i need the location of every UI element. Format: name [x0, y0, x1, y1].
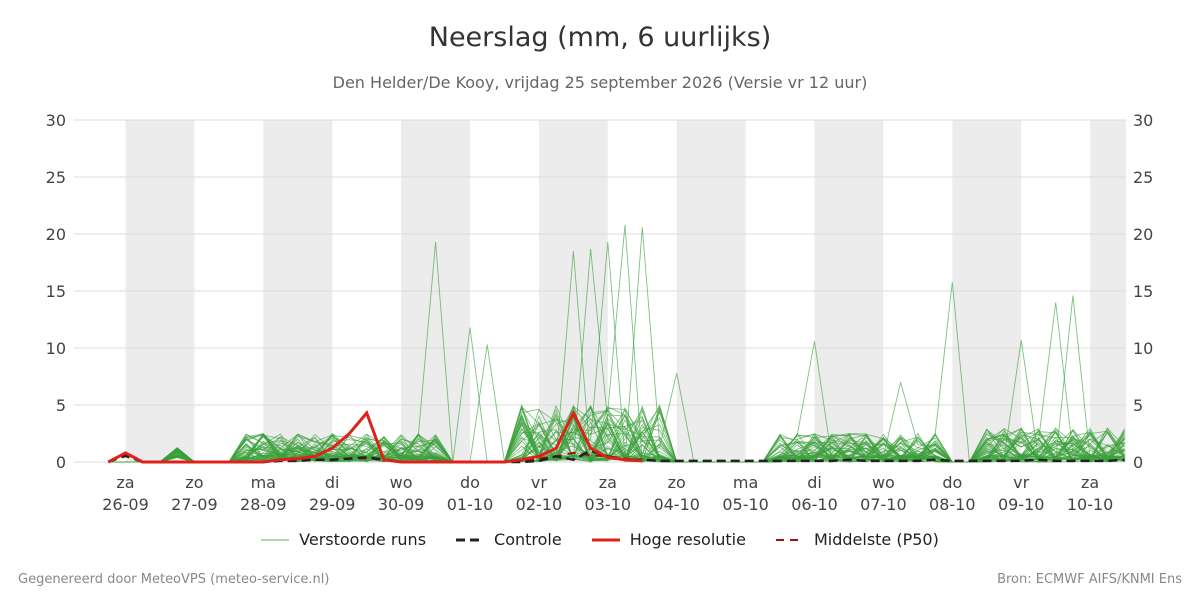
x-tick-date: 09-10 [998, 495, 1045, 514]
x-tick-date: 07-10 [860, 495, 907, 514]
x-tick-day: ma [733, 473, 758, 492]
y-tick-label: 0 [56, 453, 66, 472]
x-tick-day: za [116, 473, 134, 492]
x-tick-day: do [460, 473, 480, 492]
x-tick-day: zo [185, 473, 203, 492]
x-tick-day: ma [251, 473, 276, 492]
y-tick-label: 15 [46, 282, 66, 301]
y-tick-label: 25 [46, 168, 66, 187]
legend-perturbed-label: Verstoorde runs [299, 530, 427, 549]
y-axis-right: 0 5 10 15 20 25 30 [1133, 111, 1153, 472]
x-tick-day: di [325, 473, 340, 492]
x-tick-date: 08-10 [929, 495, 976, 514]
chart-title: Neerslag (mm, 6 uurlijks) [428, 22, 772, 53]
x-tick-date: 26-09 [102, 495, 149, 514]
legend-perturbed-swatch [261, 539, 290, 540]
legend-highres-swatch [591, 538, 620, 541]
x-tick-day: wo [390, 473, 413, 492]
footer-source: Bron: ECMWF AIFS/KNMI Ens [997, 572, 1182, 587]
x-tick-date: 04-10 [653, 495, 700, 514]
x-tick-day: zo [668, 473, 686, 492]
legend-median[interactable]: Middelste (P50) [775, 530, 939, 549]
y-tick-label-right: 5 [1133, 396, 1143, 415]
y-tick-label-right: 15 [1133, 282, 1153, 301]
x-tick-date: 30-09 [378, 495, 425, 514]
legend: Verstoorde runs Controle Hoge resolutie … [0, 530, 1200, 549]
y-tick-label-right: 0 [1133, 453, 1143, 472]
footer-generated-by: Gegenereerd door MeteoVPS (meteo-service… [18, 572, 330, 587]
x-tick-day: za [599, 473, 617, 492]
y-tick-label: 5 [56, 396, 66, 415]
y-tick-label-right: 25 [1133, 168, 1153, 187]
x-tick-date: 02-10 [516, 495, 563, 514]
y-tick-label: 10 [46, 339, 66, 358]
legend-control-swatch [456, 538, 485, 541]
x-tick-date: 03-10 [585, 495, 632, 514]
x-tick-date: 05-10 [722, 495, 769, 514]
x-tick-day: do [942, 473, 962, 492]
highres-line [107, 409, 643, 464]
x-tick-date: 10-10 [1067, 495, 1114, 514]
x-tick-day: vr [531, 473, 547, 492]
y-tick-label-right: 30 [1133, 111, 1153, 130]
y-tick-label-right: 20 [1133, 225, 1153, 244]
y-tick-label: 20 [46, 225, 66, 244]
y-tick-label: 30 [46, 111, 66, 130]
x-axis: za 26-09 zo 27-09 ma 28-09 di 29-09 wo 30-09 do 01-… [102, 473, 1113, 514]
x-tick-date: 06-10 [791, 495, 838, 514]
x-tick-date: 27-09 [171, 495, 218, 514]
legend-control-label: Controle [494, 530, 562, 549]
legend-highres-label: Hoge resolutie [629, 530, 746, 549]
legend-median-label: Middelste (P50) [813, 530, 939, 549]
x-tick-day: wo [872, 473, 895, 492]
x-tick-day: di [807, 473, 822, 492]
x-tick-date: 29-09 [309, 495, 356, 514]
y-axis-left: 0 5 10 15 20 25 30 [46, 111, 66, 472]
chart-subtitle: Den Helder/De Kooy, vrijdag 25 september… [332, 73, 868, 92]
main-lines [107, 409, 1125, 464]
x-tick-date: 01-10 [447, 495, 494, 514]
x-tick-day: za [1081, 473, 1099, 492]
legend-perturbed[interactable]: Verstoorde runs [261, 530, 426, 549]
legend-highres[interactable]: Hoge resolutie [591, 530, 746, 549]
legend-control[interactable]: Controle [456, 530, 562, 549]
x-tick-date: 28-09 [240, 495, 287, 514]
y-tick-label-right: 10 [1133, 339, 1153, 358]
legend-median-swatch [775, 538, 804, 541]
x-tick-day: vr [1013, 473, 1029, 492]
